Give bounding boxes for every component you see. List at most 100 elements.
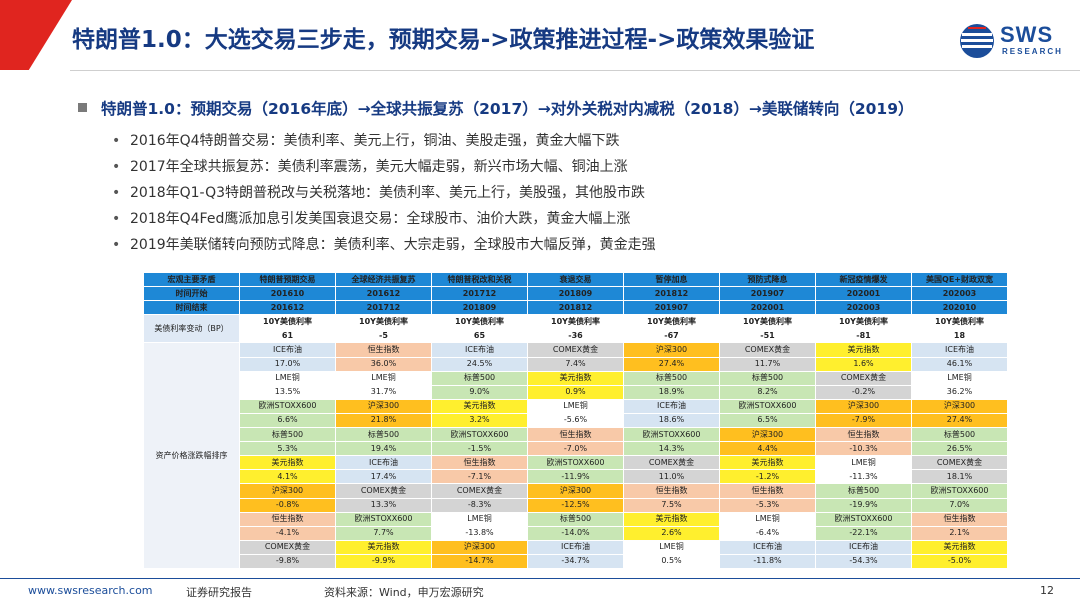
asset-value-row: 5.3% 19.4% -1.5% -7.0% 14.3% 4.4% -10.3% 26.5%	[144, 441, 1008, 457]
header-cell: 新冠疫情爆发	[815, 271, 912, 288]
asset-value-cell: 9.0%	[431, 384, 528, 400]
bullet-text: 2016年Q4特朗普交易：美债利率、美元上行，铜油、美股走强，黄金大幅下跌	[130, 133, 620, 149]
asset-name-cell: ICE布油	[239, 342, 336, 358]
asset-value-cell: -34.7%	[527, 553, 624, 569]
asset-name-cell: 沪深300	[719, 427, 816, 443]
rate-value-cell: -51	[719, 328, 816, 344]
header-cell: 201712	[431, 286, 528, 302]
header-cell: 202003	[815, 300, 912, 316]
asset-name-cell: 沪深300	[239, 483, 336, 499]
page-number: 12	[1040, 584, 1054, 597]
asset-name-cell: 欧洲STOXX600	[239, 398, 336, 414]
logo-text: SWS	[1000, 22, 1054, 47]
asset-name-cell: COMEX黄金	[527, 342, 624, 358]
asset-value-cell: 7.7%	[335, 525, 432, 541]
asset-name-cell: 沪深300	[431, 539, 528, 555]
asset-name-row: 标普500 标普500 欧洲STOXX600 恒生指数 欧洲STOXX600 沪深300 恒…	[144, 427, 1008, 443]
asset-name-cell: ICE布油	[911, 342, 1008, 358]
asset-name-cell: ICE布油	[719, 539, 816, 555]
sws-logo: SWS RESEARCH	[958, 22, 1061, 62]
asset-value-cell: -14.0%	[527, 525, 624, 541]
rate-name-cell: 10Y美债利率	[239, 314, 336, 330]
header-cell: 201612	[335, 286, 432, 302]
asset-value-cell: -12.5%	[527, 497, 624, 513]
asset-name-row: 欧洲STOXX600 沪深300 美元指数 LME铜 ICE布油 欧洲STOXX600 沪深…	[144, 398, 1008, 414]
header-cell: 201812	[527, 300, 624, 316]
asset-name-cell: 欧洲STOXX600	[911, 483, 1008, 499]
asset-name-cell: 恒生指数	[623, 483, 720, 499]
slide-header: 特朗普1.0：大选交易三步走，预期交易->政策推进过程->政策效果验证 SWS …	[0, 0, 1080, 80]
table-start-row: 时间开始 201610 201612 201712 201809 201812 201907…	[143, 286, 1008, 302]
header-cell: 202001	[815, 286, 912, 302]
bullet-text: 2019年美联储转向预防式降息：美债利率、大宗走弱，全球股市大幅反弹，黄金走强	[130, 237, 656, 253]
asset-name-cell: 标普500	[815, 483, 912, 499]
asset-name-cell: 美元指数	[911, 539, 1008, 555]
asset-value-cell: -0.8%	[239, 497, 336, 513]
asset-value-cell: 19.4%	[335, 441, 432, 457]
asset-name-cell: 标普500	[239, 427, 336, 443]
asset-value-cell: 2.6%	[623, 525, 720, 541]
asset-value-cell: -7.9%	[815, 412, 912, 429]
header-cell: 202001	[719, 300, 816, 316]
header-cell: 预防式降息	[719, 271, 816, 288]
header-cell: 201907	[719, 286, 816, 302]
asset-name-cell: 恒生指数	[815, 427, 912, 443]
rate-name-cell: 10Y美债利率	[815, 314, 912, 330]
asset-value-cell: -11.3%	[815, 469, 912, 485]
asset-name-cell: COMEX黄金	[239, 539, 336, 555]
asset-value-cell: 2.1%	[911, 525, 1008, 541]
asset-value-cell: -11.9%	[527, 469, 624, 485]
asset-value-row: 13.5% 31.7% 9.0% 0.9% 18.9% 8.2% -0.2% 36.2%	[144, 384, 1008, 400]
asset-name-cell: 标普500	[527, 511, 624, 527]
asset-name-cell: 恒生指数	[431, 455, 528, 471]
asset-value-cell: 27.4%	[623, 356, 720, 372]
asset-value-cell: -10.3%	[815, 441, 912, 457]
header-cell: 202003	[911, 286, 1008, 302]
header-cell: 201812	[623, 286, 720, 302]
asset-value-cell: -11.8%	[719, 553, 816, 569]
asset-value-cell: -5.0%	[911, 553, 1008, 569]
asset-name-cell: 标普500	[911, 427, 1008, 443]
bullet-item: • 2019年美联储转向预防式降息：美债利率、大宗走弱，全球股市大幅反弹，黄金走强	[112, 234, 656, 260]
asset-name-cell: ICE布油	[815, 539, 912, 555]
asset-name-row: COMEX黄金 美元指数 沪深300 ICE布油 LME铜 ICE布油 ICE布油 美元指数	[144, 539, 1008, 555]
asset-value-cell: 36.2%	[911, 384, 1008, 400]
asset-value-cell: 17.4%	[335, 469, 432, 485]
footer-url[interactable]: www.swsresearch.com	[28, 584, 153, 597]
asset-value-cell: -9.8%	[239, 553, 336, 569]
asset-name-cell: COMEX黄金	[623, 455, 720, 471]
asset-value-cell: 46.1%	[911, 356, 1008, 372]
asset-name-cell: 沪深300	[527, 483, 624, 499]
asset-name-cell: COMEX黄金	[911, 455, 1008, 471]
asset-name-cell: 恒生指数	[527, 427, 624, 443]
asset-name-cell: LME铜	[335, 370, 432, 386]
asset-value-row: 6.6% 21.8% 3.2% -5.6% 18.6% 6.5% -7.9% 27.4%	[144, 412, 1008, 429]
bullet-text: 2018年Q1-Q3特朗普税改与关税落地：美债利率、美元上行，美股强，其他股市跌	[130, 185, 646, 201]
footer-report-type: 证券研究报告	[186, 586, 252, 599]
asset-name-row: 沪深300 COMEX黄金 COMEX黄金 沪深300 恒生指数 恒生指数 标普500 欧洲S…	[144, 483, 1008, 499]
asset-name-cell: COMEX黄金	[335, 483, 432, 499]
asset-value-cell: 5.3%	[239, 441, 336, 457]
rate-name-cell: 10Y美债利率	[719, 314, 816, 330]
asset-value-cell: 26.5%	[911, 441, 1008, 457]
asset-value-row: -0.8% 13.3% -8.3% -12.5% 7.5% -5.3% -19.9% 7.0%	[144, 497, 1008, 513]
asset-value-row: -9.8% -9.9% -14.7% -34.7% 0.5% -11.8% -54.3% -5…	[144, 553, 1008, 569]
rate-name-cell: 10Y美债利率	[527, 314, 624, 330]
rate-name-cell: 10Y美债利率	[623, 314, 720, 330]
header-cell: 201712	[335, 300, 432, 316]
rate-value-cell: 61	[239, 328, 336, 344]
header-cell: 美国QE+财政双宽	[911, 271, 1008, 288]
asset-name-cell: 欧洲STOXX600	[431, 427, 528, 443]
rate-value-cell: -67	[623, 328, 720, 344]
asset-name-cell: LME铜	[527, 398, 624, 414]
bullet-text: 2017年全球共振复苏：美债利率震荡，美元大幅走弱，新兴市场大幅、铜油上涨	[130, 159, 628, 175]
side-label: 资产价格涨跌幅排序	[143, 342, 240, 569]
square-bullet-icon	[78, 103, 87, 112]
bullet-item: • 2018年Q1-Q3特朗普税改与关税落地：美债利率、美元上行，美股强，其他股市…	[112, 182, 656, 208]
bullet-dot-icon: •	[112, 237, 121, 253]
asset-value-cell: 0.9%	[527, 384, 624, 400]
asset-name-cell: 欧洲STOXX600	[815, 511, 912, 527]
sws-globe-icon	[960, 24, 994, 58]
asset-name-cell: 标普500	[431, 370, 528, 386]
asset-name-cell: 恒生指数	[719, 483, 816, 499]
